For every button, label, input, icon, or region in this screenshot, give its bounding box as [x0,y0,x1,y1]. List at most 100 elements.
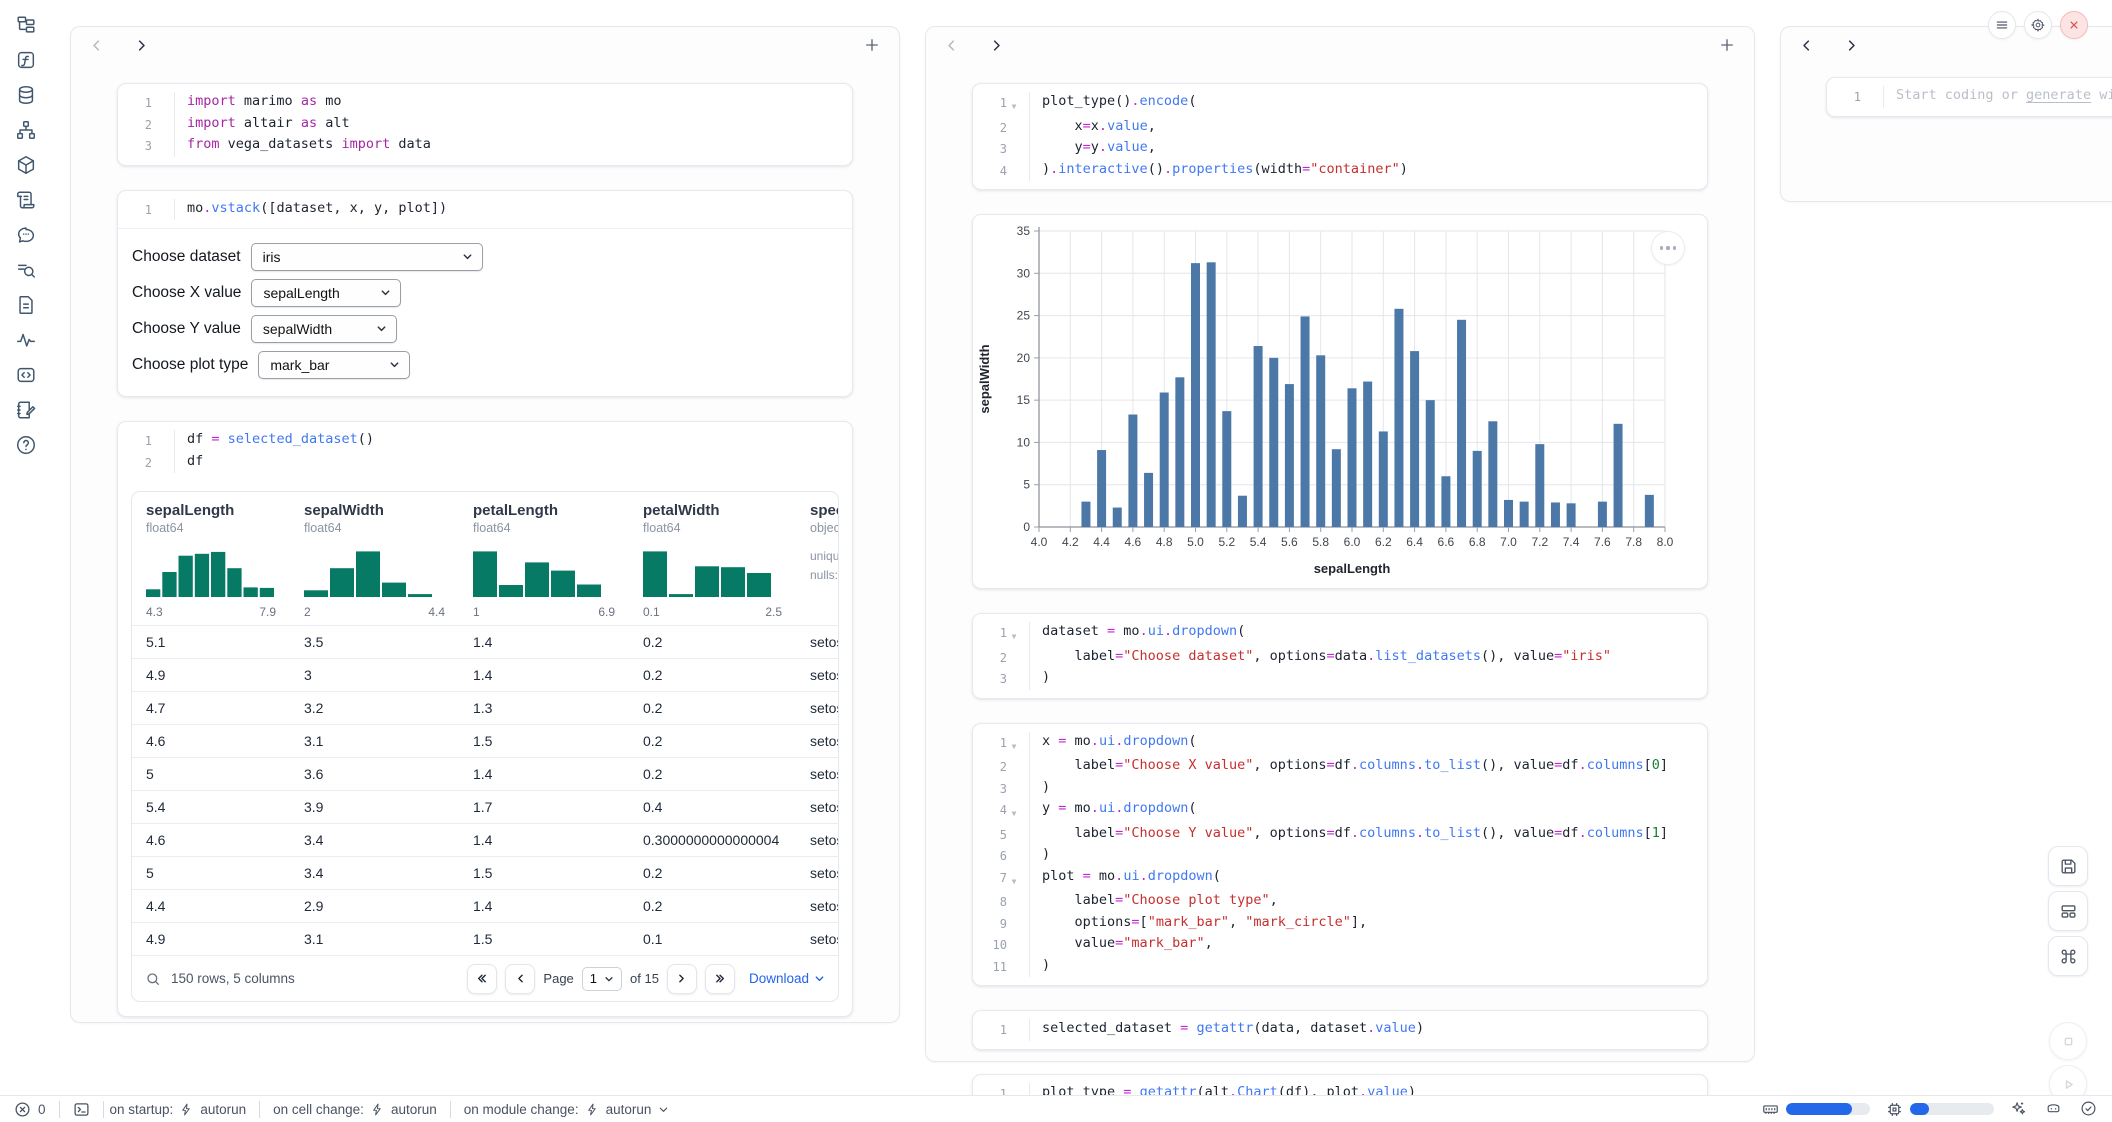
lightning-bolt-icon [371,1103,384,1116]
close-button[interactable] [2060,11,2088,39]
choose-plot-type-select[interactable]: mark_bar [258,351,410,379]
chart-actions-button[interactable] [1651,231,1685,265]
tracing-icon[interactable] [15,329,37,351]
error-count-badge[interactable]: 0 [14,1101,46,1118]
help-icon[interactable] [15,434,37,456]
fold-chevron-icon[interactable]: ▼ [1007,92,1021,117]
cell-dataframe[interactable]: 1df = selected_dataset()2df sepalLengthf… [117,421,853,1017]
chevron-left-icon[interactable] [944,38,959,53]
documentation-icon[interactable] [15,294,37,316]
code-line[interactable]: 2 label="Choose X value", options=df.col… [973,756,1707,778]
chevron-right-icon[interactable] [1844,38,1859,53]
code-line[interactable]: 3from vega_datasets import data [118,135,852,157]
script-scroll-icon[interactable] [15,189,37,211]
first-page-button[interactable] [467,964,497,994]
fold-chevron-icon[interactable]: ▼ [1007,799,1021,824]
code-line[interactable]: 3 y=y.value, [973,138,1707,160]
column-header[interactable]: sepalWidthfloat6424.4 [290,492,459,625]
code-line[interactable]: 3) [973,778,1707,800]
code-line[interactable]: 1▼dataset = mo.ui.dropdown( [973,622,1707,647]
cell-plot-encode[interactable]: 1▼plot_type().encode(2 x=x.value,3 y=y.v… [972,83,1708,190]
runtime-config-on-startup[interactable]: on startup:autorun [110,1102,247,1117]
editor-placeholder[interactable]: Start coding or generate with AI. [1883,86,2112,108]
ai-sparkles-icon[interactable] [2010,1100,2029,1119]
snippets-icon[interactable] [15,364,37,386]
ai-chat-icon[interactable] [15,224,37,246]
cell-selected-dataset[interactable]: 1selected_dataset = getattr(data, datase… [972,1010,1708,1050]
code-line[interactable]: 1mo.vstack([dataset, x, y, plot]) [118,199,852,221]
code-line[interactable]: 2df [118,452,852,474]
chevron-right-icon[interactable] [134,38,149,53]
cell-vstack[interactable]: 1mo.vstack([dataset, x, y, plot]) Choose… [117,190,853,398]
next-page-button[interactable] [667,964,697,994]
code-line[interactable]: 8 label="Choose plot type", [973,891,1707,913]
code-line[interactable]: 9 options=["mark_bar", "mark_circle"], [973,913,1707,935]
fold-chevron-icon[interactable]: ▼ [1007,867,1021,892]
copilot-icon[interactable] [2045,1100,2064,1119]
choose-dataset-select[interactable]: iris [251,243,483,271]
scratchpad-icon[interactable] [15,399,37,421]
choose-x-value-select[interactable]: sepalLength [251,279,401,307]
search-icon[interactable] [145,971,161,987]
altair-bar-chart[interactable]: 4.04.24.44.64.85.05.25.45.65.86.06.26.46… [972,214,1708,589]
code-line[interactable]: 2 label="Choose dataset", options=data.l… [973,647,1707,669]
column-header[interactable]: petalLengthfloat6416.9 [459,492,629,625]
terminal-button[interactable] [73,1101,90,1118]
empty-code-editor[interactable]: 1 Start coding or generate with AI. [1826,77,2112,117]
cell-imports[interactable]: 1import marimo as mo2import altair as al… [117,83,853,166]
functions-icon[interactable] [15,49,37,71]
cell-dataset-dropdown[interactable]: 1▼dataset = mo.ui.dropdown(2 label="Choo… [972,613,1708,699]
code-line[interactable]: 7▼plot = mo.ui.dropdown( [973,867,1707,892]
menu-button[interactable] [1988,11,2016,39]
packages-icon[interactable] [15,154,37,176]
code-line[interactable]: 11) [973,956,1707,978]
file-explorer-icon[interactable] [15,14,37,36]
cpu-usage[interactable] [1886,1101,1994,1118]
code-line[interactable]: 2 x=x.value, [973,117,1707,139]
chevron-left-icon[interactable] [1799,38,1814,53]
code-line[interactable]: 4).interactive().properties(width="conta… [973,160,1707,182]
code-line[interactable]: 1▼plot_type().encode( [973,92,1707,117]
code-line[interactable]: 3) [973,668,1707,690]
last-page-button[interactable] [705,964,735,994]
column-header[interactable]: speciesobjectunique:nulls: [796,492,838,625]
code-line[interactable]: 6) [973,845,1707,867]
table-cell: 4.9 [132,659,290,691]
logs-search-icon[interactable] [15,259,37,281]
code-line[interactable]: 1▼x = mo.ui.dropdown( [973,732,1707,757]
prev-page-button[interactable] [505,964,535,994]
fold-chevron-icon[interactable]: ▼ [1007,622,1021,647]
runtime-config-on-cell-change[interactable]: on cell change:autorun [273,1102,437,1117]
code-line[interactable]: 4▼y = mo.ui.dropdown( [973,799,1707,824]
chevron-left-icon[interactable] [89,38,104,53]
settings-button[interactable] [2024,11,2052,39]
code-line[interactable]: 1selected_dataset = getattr(data, datase… [973,1019,1707,1041]
generate-with-ai-link[interactable]: generate [2026,87,2091,103]
datasources-icon[interactable] [15,84,37,106]
stop-button[interactable] [2049,1022,2087,1060]
column-header[interactable]: petalWidthfloat640.12.5 [629,492,796,625]
layout-button[interactable] [2048,891,2088,931]
memory-usage[interactable] [1762,1101,1870,1118]
connection-check-icon[interactable] [2080,1100,2098,1118]
bar-chart-svg[interactable]: 4.04.24.44.64.85.05.25.45.65.86.06.26.46… [973,215,1708,588]
fold-chevron-icon[interactable]: ▼ [1007,732,1021,757]
chevron-right-icon[interactable] [989,38,1004,53]
dependency-graph-icon[interactable] [15,119,37,141]
column-header[interactable]: sepalLengthfloat644.37.9 [132,492,290,625]
choose-y-value-select[interactable]: sepalWidth [251,315,397,343]
add-cell-icon[interactable] [863,36,881,54]
download-button[interactable]: Download [749,971,825,986]
page-select[interactable]: 1 [582,967,622,991]
code-line[interactable]: 5 label="Choose Y value", options=df.col… [973,824,1707,846]
save-button[interactable] [2048,846,2088,886]
add-cell-icon[interactable] [1718,36,1736,54]
cell-xy-plot-dropdowns[interactable]: 1▼x = mo.ui.dropdown(2 label="Choose X v… [972,723,1708,987]
code-line[interactable]: 2import altair as alt [118,114,852,136]
runtime-config-on-module-change[interactable]: on module change:autorun [464,1102,670,1117]
code-line[interactable]: 1import marimo as mo [118,92,852,114]
command-palette-button[interactable] [2048,936,2088,976]
code-line[interactable]: 10 value="mark_bar", [973,934,1707,956]
code-line[interactable]: 1df = selected_dataset() [118,430,852,452]
code-content: ) [1029,778,1707,800]
